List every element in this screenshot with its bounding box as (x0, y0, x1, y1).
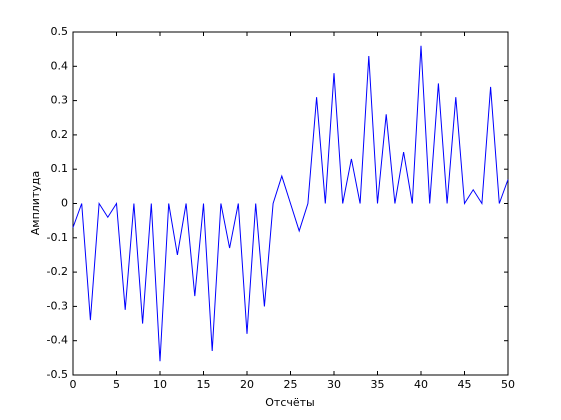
x-tick-label: 10 (153, 378, 167, 391)
y-tick-label: 0 (61, 197, 68, 210)
y-tick-label: 0.2 (51, 128, 69, 141)
x-tick-label: 30 (327, 378, 341, 391)
x-tick-label: 35 (371, 378, 385, 391)
x-axis-label: Отсчёты (265, 396, 314, 409)
y-tick-label: 0.1 (51, 162, 69, 175)
data-line (72, 45, 509, 362)
x-tick-label: 45 (458, 378, 472, 391)
y-tick-label: -0.4 (47, 334, 68, 347)
y-axis-label: Амплитуда (29, 171, 42, 235)
x-tick-label: 0 (70, 378, 77, 391)
x-tick-label: 40 (414, 378, 428, 391)
y-tick-label: 0.3 (51, 94, 69, 107)
x-tick-label: 25 (284, 378, 298, 391)
y-tick-label: -0.2 (47, 265, 68, 278)
x-tick-label: 20 (240, 378, 254, 391)
y-tick-label: -0.3 (47, 299, 68, 312)
y-tick-label: -0.1 (47, 231, 68, 244)
x-tick-label: 50 (501, 378, 515, 391)
y-tick-label: 0.4 (51, 59, 69, 72)
x-tick-label: 5 (113, 378, 120, 391)
x-tick-label: 15 (197, 378, 211, 391)
y-tick-label: -0.5 (47, 368, 68, 381)
y-tick-label: 0.5 (51, 25, 69, 38)
